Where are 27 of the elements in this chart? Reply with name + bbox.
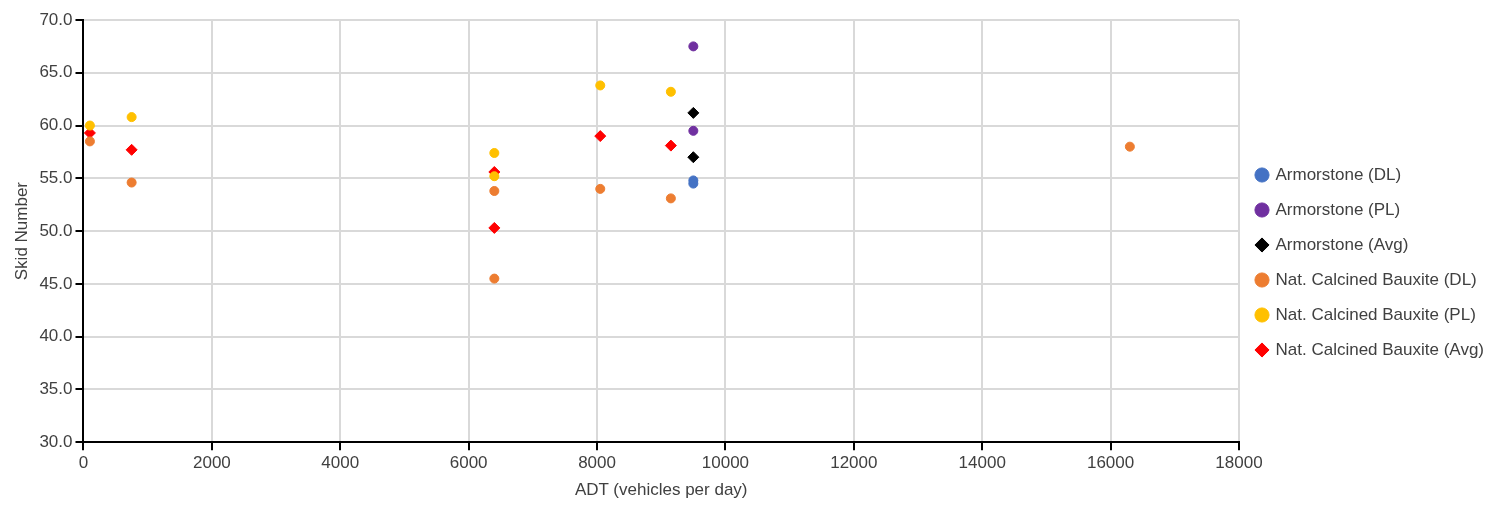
x-tick-label: 2000 [192, 453, 231, 473]
x-tick-label: 16000 [1086, 453, 1135, 473]
y-tick-label: 55.0 [39, 168, 73, 188]
y-tick-label: 45.0 [39, 273, 73, 293]
legend-label: Nat. Calcined Bauxite (Avg) [1275, 339, 1485, 359]
x-tick-label: 8000 [578, 453, 616, 473]
y-tick-label: 30.0 [39, 431, 73, 451]
legend-label: Nat. Calcined Bauxite (DL) [1275, 269, 1477, 289]
x-tick-label: 12000 [830, 453, 878, 473]
x-tick-label: 0 [78, 453, 89, 473]
y-axis-title: Skid Number [11, 181, 31, 281]
y-tick-label: 65.0 [39, 62, 73, 82]
x-axis-title: ADT (vehicles per day) [574, 480, 748, 500]
legend-label: Nat. Calcined Bauxite (PL) [1275, 304, 1476, 324]
x-tick-label: 14000 [958, 453, 1006, 473]
x-tick-label: 18000 [1215, 453, 1263, 473]
legend-label: Armorstone (PL) [1275, 199, 1401, 219]
x-tick-label: 10000 [701, 453, 750, 473]
y-tick-label: 50.0 [39, 220, 73, 240]
x-tick-label: 4000 [321, 453, 360, 473]
y-tick-label: 40.0 [39, 326, 73, 346]
y-tick-label: 35.0 [39, 379, 73, 399]
y-tick-label: 70.0 [39, 9, 73, 29]
y-tick-label: 60.0 [39, 115, 73, 135]
legend-label: Armorstone (DL) [1275, 164, 1402, 184]
x-tick-label: 6000 [449, 453, 488, 473]
legend-label: Armorstone (Avg) [1275, 234, 1409, 254]
